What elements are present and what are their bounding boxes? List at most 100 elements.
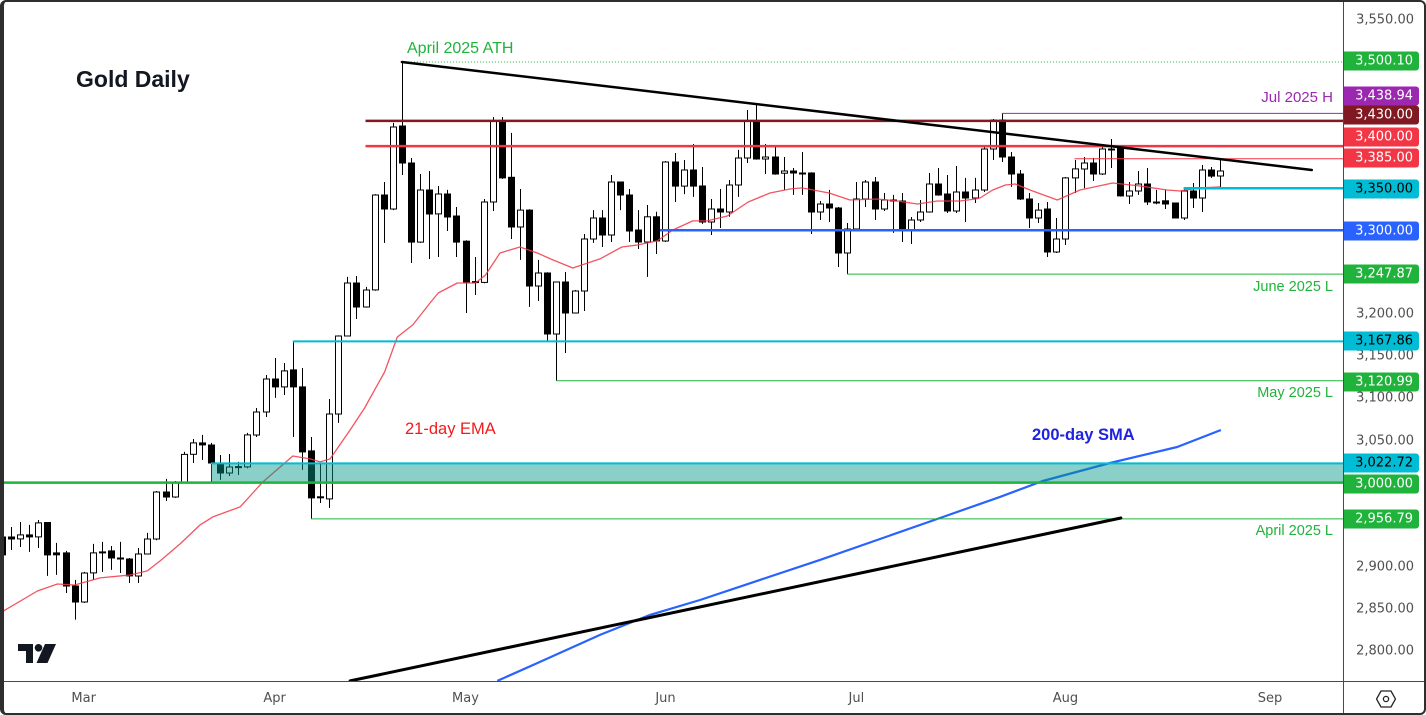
time-axis-label: Jun <box>655 691 676 706</box>
candle <box>1081 157 1088 189</box>
candle <box>26 524 33 552</box>
candle <box>81 571 88 603</box>
candle <box>681 160 688 195</box>
candle <box>944 175 951 213</box>
candle <box>181 451 188 483</box>
time-axis[interactable]: Mar Apr May Jun Jul Aug Sep <box>0 682 1343 715</box>
time-axis-label: May <box>452 691 479 706</box>
candle <box>126 558 133 583</box>
candle <box>1035 203 1042 223</box>
price-level-badge: 3,120.99 <box>1344 372 1419 392</box>
ema21-line <box>0 182 1221 614</box>
candle <box>1135 171 1142 195</box>
price-level-badge: 3,167.86 <box>1344 331 1419 351</box>
time-axis-label: Jul <box>848 691 865 706</box>
candle <box>690 144 697 197</box>
candle <box>1153 189 1160 205</box>
price-level-badge: 3,430.00 <box>1344 105 1419 125</box>
candle <box>762 144 769 174</box>
candle <box>1217 158 1224 187</box>
candle <box>544 272 551 341</box>
candle <box>753 104 760 160</box>
ema-annotation: 21-day EMA <box>405 420 496 438</box>
candle <box>772 147 779 175</box>
candle <box>263 375 270 417</box>
candle <box>626 189 633 242</box>
candle <box>326 399 333 508</box>
trendline[interactable] <box>348 516 1123 681</box>
candle <box>562 272 569 353</box>
candle <box>535 259 542 301</box>
candle <box>435 186 442 257</box>
price-chart[interactable] <box>0 0 1343 681</box>
candle <box>17 522 24 547</box>
price-level-badge: 3,000.00 <box>1344 474 1419 494</box>
candle <box>344 276 351 337</box>
time-axis-label: Sep <box>1257 691 1283 706</box>
candle <box>99 541 106 572</box>
candle <box>72 579 79 620</box>
candle <box>708 199 715 235</box>
ath-annotation: April 2025 ATH <box>407 40 514 57</box>
candle <box>363 286 370 308</box>
candle <box>672 153 679 202</box>
candle <box>390 122 397 211</box>
candle <box>926 173 933 213</box>
price-level-badge: 2,956.79 <box>1344 509 1419 529</box>
trendline[interactable] <box>400 60 1314 172</box>
candle <box>990 119 997 160</box>
candle <box>881 193 888 211</box>
time-axis-label: Apr <box>263 691 286 706</box>
price-level-badge: 3,300.00 <box>1344 221 1419 241</box>
candle <box>581 234 588 311</box>
price-tick-label: 3,050.00 <box>1356 433 1414 448</box>
price-level-badge: 3,247.87 <box>1344 264 1419 284</box>
price-level-badge: 3,350.00 <box>1344 179 1419 199</box>
candle <box>526 209 533 307</box>
candle <box>35 520 42 548</box>
candle <box>981 145 988 192</box>
candle <box>1108 139 1115 168</box>
candle <box>1162 189 1169 209</box>
candle <box>653 211 660 254</box>
candle <box>662 161 669 242</box>
candle <box>1181 188 1188 220</box>
candle <box>1072 160 1079 193</box>
candle <box>572 290 579 314</box>
candle <box>490 117 497 211</box>
candle <box>8 527 15 550</box>
candle <box>699 167 706 224</box>
candle <box>499 117 506 179</box>
candle <box>862 180 869 207</box>
candle <box>44 522 51 576</box>
price-level-badge: 3,385.00 <box>1344 148 1419 168</box>
candle <box>717 189 724 228</box>
sma-annotation: 200-day SMA <box>1032 426 1135 444</box>
candle <box>381 182 388 243</box>
price-axis[interactable]: 3,550.00 3,200.00 3,150.00 3,100.00 3,050.00… <box>1343 0 1426 681</box>
jul-high-annotation: Jul 2025 H <box>1261 89 1333 106</box>
candle <box>117 541 124 573</box>
candle <box>726 180 733 217</box>
candle <box>135 548 142 583</box>
candle <box>781 157 788 190</box>
candle <box>1099 147 1106 175</box>
price-level-badge: 3,022.72 <box>1344 453 1419 473</box>
candle <box>599 210 606 247</box>
price-tick-label: 3,200.00 <box>1356 306 1414 322</box>
candle <box>735 149 742 197</box>
candle <box>281 363 288 395</box>
candle <box>226 454 233 476</box>
candle <box>744 110 751 163</box>
candle <box>108 546 115 570</box>
plot-area[interactable]: Gold Daily April 2025 ATH Jul 2025 H Jun… <box>0 0 1343 681</box>
candle <box>835 207 842 267</box>
candle <box>517 189 524 260</box>
candle <box>553 281 560 381</box>
candle <box>644 205 651 277</box>
tradingview-logo-icon[interactable] <box>18 644 56 663</box>
candle <box>353 276 360 319</box>
candle <box>299 368 306 470</box>
settings-icon[interactable] <box>1376 690 1396 708</box>
chart-title: Gold Daily <box>76 66 190 92</box>
